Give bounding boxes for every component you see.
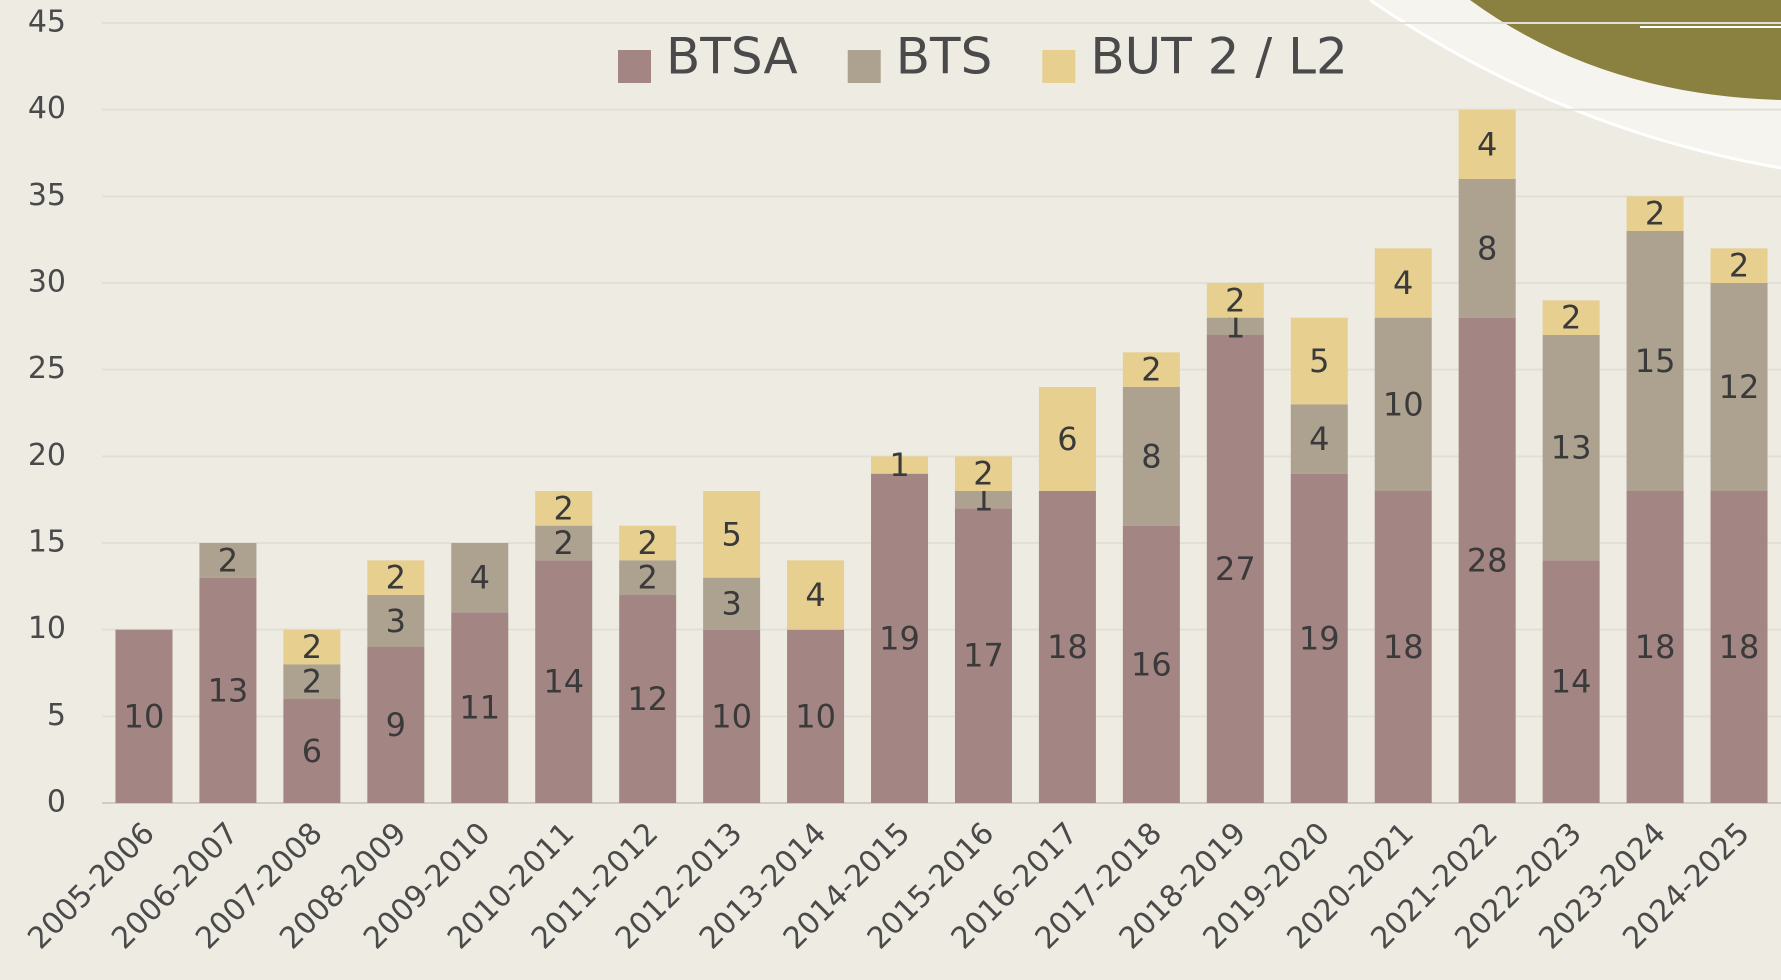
value-label: 6 — [302, 732, 322, 770]
value-label: 15 — [1635, 342, 1676, 380]
y-tick-label: 10 — [28, 611, 66, 646]
value-label: 17 — [963, 637, 1004, 675]
value-label: 2 — [1645, 195, 1665, 233]
value-label: 2 — [554, 489, 574, 527]
legend: BTSA BTS BUT 2 / L2 — [618, 28, 1348, 86]
value-label: 8 — [1141, 437, 1161, 475]
value-label: 4 — [470, 559, 490, 597]
value-label: 14 — [1551, 663, 1592, 701]
value-label: 13 — [208, 671, 249, 709]
value-label: 12 — [1719, 368, 1760, 406]
y-tick-label: 25 — [28, 351, 66, 386]
value-label: 16 — [1131, 645, 1172, 683]
value-label: 4 — [1309, 420, 1329, 458]
y-tick-label: 5 — [47, 698, 66, 733]
value-label: 19 — [879, 619, 920, 657]
y-tick-label: 30 — [28, 265, 66, 300]
value-label: 2 — [1561, 299, 1581, 337]
value-label: 18 — [1047, 628, 1088, 666]
y-tick-label: 20 — [28, 438, 66, 473]
chart: 051015202530354045 102005-20061322006-20… — [0, 0, 1781, 980]
value-label: 3 — [721, 585, 741, 623]
legend-swatch — [618, 50, 651, 83]
value-label: 2 — [218, 541, 238, 579]
value-label: 4 — [1477, 125, 1497, 163]
value-label: 13 — [1551, 429, 1592, 467]
value-label: 2 — [386, 559, 406, 597]
value-label: 2 — [302, 663, 322, 701]
value-label: 2 — [1141, 351, 1161, 389]
value-label: 2 — [554, 524, 574, 562]
value-label: 2 — [637, 524, 657, 562]
y-tick-label: 40 — [28, 91, 66, 126]
value-label: 11 — [459, 689, 500, 727]
legend-swatch — [1042, 50, 1075, 83]
value-label: 27 — [1215, 550, 1256, 588]
value-label: 2 — [1729, 247, 1749, 285]
value-label: 1 — [889, 446, 909, 484]
value-label: 18 — [1383, 628, 1424, 666]
value-label: 5 — [1309, 342, 1329, 380]
value-label: 3 — [386, 602, 406, 640]
y-tick-label: 15 — [28, 525, 66, 560]
legend-label: BTSA — [666, 28, 798, 86]
value-label: 4 — [1393, 264, 1413, 302]
legend-label: BUT 2 / L2 — [1090, 28, 1347, 86]
y-tick-label: 0 — [47, 785, 66, 820]
value-label: 10 — [124, 697, 165, 735]
value-label: 2 — [1225, 281, 1245, 319]
value-label: 8 — [1477, 229, 1497, 267]
value-label: 10 — [1383, 385, 1424, 423]
value-label: 9 — [386, 706, 406, 744]
y-tick-label: 45 — [28, 5, 66, 40]
value-label: 10 — [711, 697, 752, 735]
value-label: 2 — [302, 628, 322, 666]
value-label: 2 — [973, 455, 993, 493]
value-label: 14 — [543, 663, 584, 701]
value-label: 6 — [1057, 420, 1077, 458]
value-label: 18 — [1719, 628, 1760, 666]
legend-label: BTS — [896, 28, 993, 86]
value-label: 5 — [721, 515, 741, 553]
value-label: 2 — [637, 559, 657, 597]
value-label: 19 — [1299, 619, 1340, 657]
value-label: 28 — [1467, 541, 1508, 579]
value-label: 12 — [627, 680, 668, 718]
value-label: 10 — [795, 697, 836, 735]
legend-swatch — [848, 50, 881, 83]
y-tick-label: 35 — [28, 178, 66, 213]
value-label: 4 — [805, 576, 825, 614]
value-label: 18 — [1635, 628, 1676, 666]
